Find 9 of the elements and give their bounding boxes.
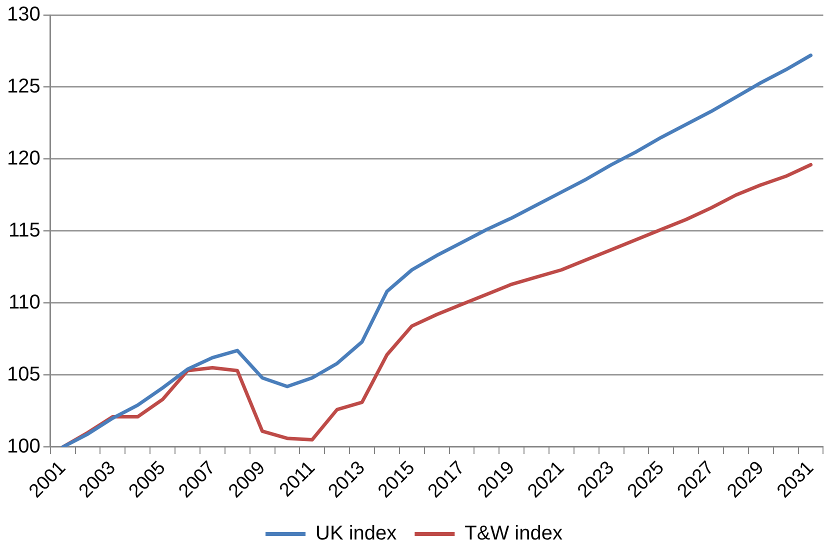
legend-label: T&W index bbox=[464, 522, 562, 545]
y-tick-label: 130 bbox=[6, 4, 40, 26]
y-tick-label: 110 bbox=[8, 292, 40, 314]
y-tick-label: 115 bbox=[8, 220, 40, 242]
y-tick-label: 100 bbox=[6, 436, 40, 458]
y-tick-label: 125 bbox=[6, 76, 40, 98]
legend-label: UK index bbox=[316, 522, 397, 545]
y-tick-label: 120 bbox=[6, 148, 40, 170]
y-tick-label: 105 bbox=[6, 364, 40, 386]
